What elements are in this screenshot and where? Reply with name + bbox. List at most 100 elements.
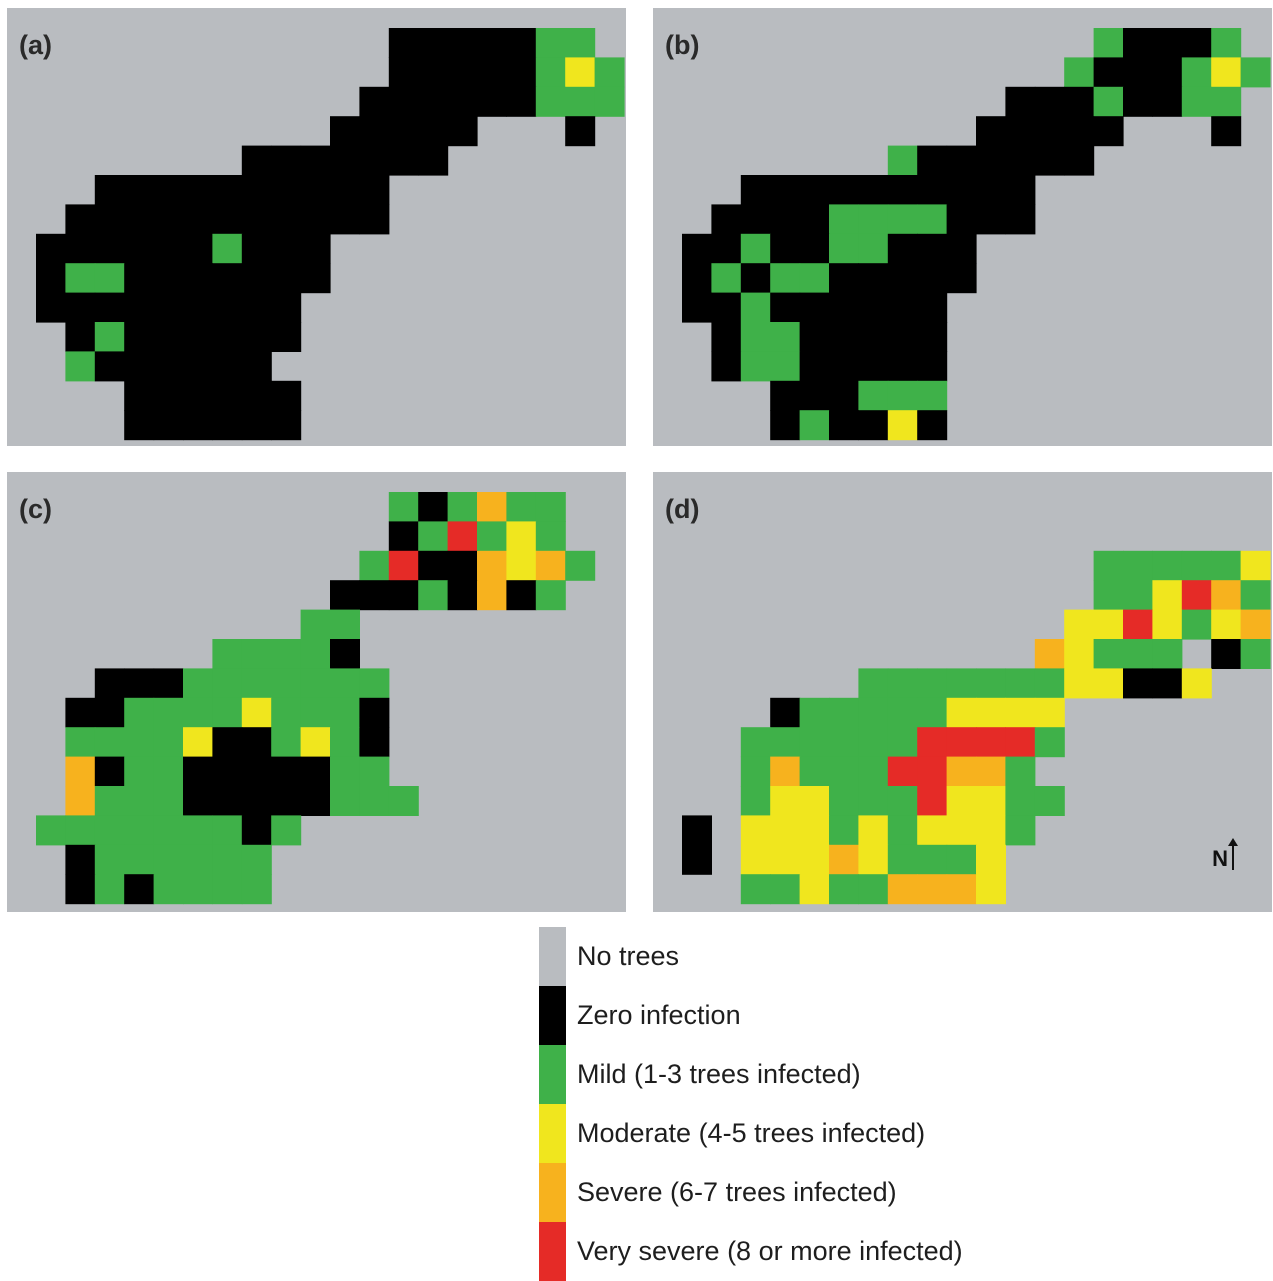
grid-cell-mild [740,322,771,352]
grid-cell-zero [946,263,977,294]
grid-cell-moderate [1093,668,1124,699]
grid-cell-mild [770,351,801,382]
grid-cell-mild [1152,639,1183,669]
grid-cell-mild [124,786,155,816]
grid-cell-mild [799,263,830,294]
grid-cell-mild [917,668,948,699]
grid-cell-zero [858,292,889,323]
grid-cell-zero [477,86,507,117]
grid-cell-zero [388,580,419,611]
map-panel-a: (a) [7,8,626,446]
grid-cell-mild [976,668,1006,699]
grid-cell-zero [565,116,596,147]
grid-cell-mild [1093,580,1124,611]
grid-cell-mild [858,233,889,264]
grid-cell-mild [1123,639,1153,669]
grid-cell-zero [94,697,125,728]
grid-cell-mild [887,844,918,875]
grid-cell-mild [94,263,125,294]
grid-cell-zero [829,322,859,352]
legend-swatch-very-severe [539,1222,566,1281]
legend-label: Very severe (8 or more infected) [577,1236,963,1266]
grid-cell-mild [36,815,66,846]
grid-cell-zero [359,697,390,728]
grid-cell-mild [887,697,918,728]
grid-cell-zero [271,756,302,787]
grid-cell-mild [241,844,272,875]
grid-cell-mild [829,697,859,728]
grid-cell-zero [1064,145,1095,176]
grid-cell-mild [1064,57,1095,88]
grid-cell-mild [124,727,155,758]
grid-cell-zero [917,263,948,294]
grid-cell-zero [300,233,331,264]
grid-cell-moderate [1181,668,1212,699]
grid-cell-zero [976,175,1006,205]
grid-cell-zero [740,175,771,205]
grid-cell-very-severe [917,786,948,816]
grid-cell-zero [1005,145,1036,176]
grid-cell-zero [271,204,302,235]
grid-map-a [36,28,625,441]
grid-cell-zero [241,727,272,758]
grid-cell-zero [330,639,360,669]
grid-cell-mild [887,786,918,816]
grid-cell-mild [65,815,96,846]
grid-cell-mild [1005,786,1036,816]
legend-label: Moderate (4-5 trees infected) [577,1118,926,1148]
grid-cell-moderate [506,521,537,552]
grid-cell-moderate [946,697,977,728]
grid-cell-zero [829,292,859,323]
grid-cell-zero [212,322,243,352]
grid-cell-zero [829,380,859,411]
grid-cell-mild [153,844,184,875]
grid-cell-zero [241,145,272,176]
grid-cell-zero [183,756,213,787]
grid-cell-zero [300,786,331,816]
grid-cell-zero [682,292,712,323]
grid-cell-zero [887,292,918,323]
grid-cell-zero [917,175,948,205]
grid-cell-moderate [1211,57,1242,88]
grid-cell-mild [212,874,243,905]
grid-cell-zero [65,292,96,323]
grid-cell-zero [65,844,96,875]
grid-cell-zero [682,815,712,846]
grid-cell-mild [917,204,948,235]
grid-cell-moderate [976,786,1006,816]
grid-cell-zero [65,697,96,728]
grid-cell-zero [183,233,213,264]
grid-cell-mild [565,86,596,117]
grid-cell-zero [241,292,272,323]
grid-cell-mild [94,874,125,905]
grid-cell-zero [359,116,390,147]
grid-cell-zero [183,292,213,323]
grid-cell-mild [330,697,360,728]
grid-cell-mild [271,639,302,669]
grid-cell-mild [829,727,859,758]
grid-cell-mild [124,697,155,728]
grid-cell-zero [506,580,537,611]
grid-cell-zero [1064,86,1095,117]
grid-cell-mild [330,727,360,758]
grid-cell-moderate [799,844,830,875]
grid-cell-zero [418,145,449,176]
grid-cell-mild [740,727,771,758]
grid-cell-zero [887,175,918,205]
grid-cell-mild [946,668,977,699]
grid-cell-zero [359,145,390,176]
grid-cell-zero [799,175,830,205]
grid-cell-zero [212,204,243,235]
grid-cell-very-severe [1181,580,1212,611]
grid-cell-mild [594,57,625,88]
grid-cell-moderate [740,844,771,875]
grid-cell-mild [241,639,272,669]
grid-cell-zero [300,175,331,205]
grid-cell-moderate [946,815,977,846]
grid-cell-zero [447,86,478,117]
grid-cell-zero [770,175,801,205]
grid-cell-mild [271,815,302,846]
grid-cell-zero [271,263,302,294]
grid-map-c [36,492,596,905]
grid-cell-zero [124,668,155,699]
